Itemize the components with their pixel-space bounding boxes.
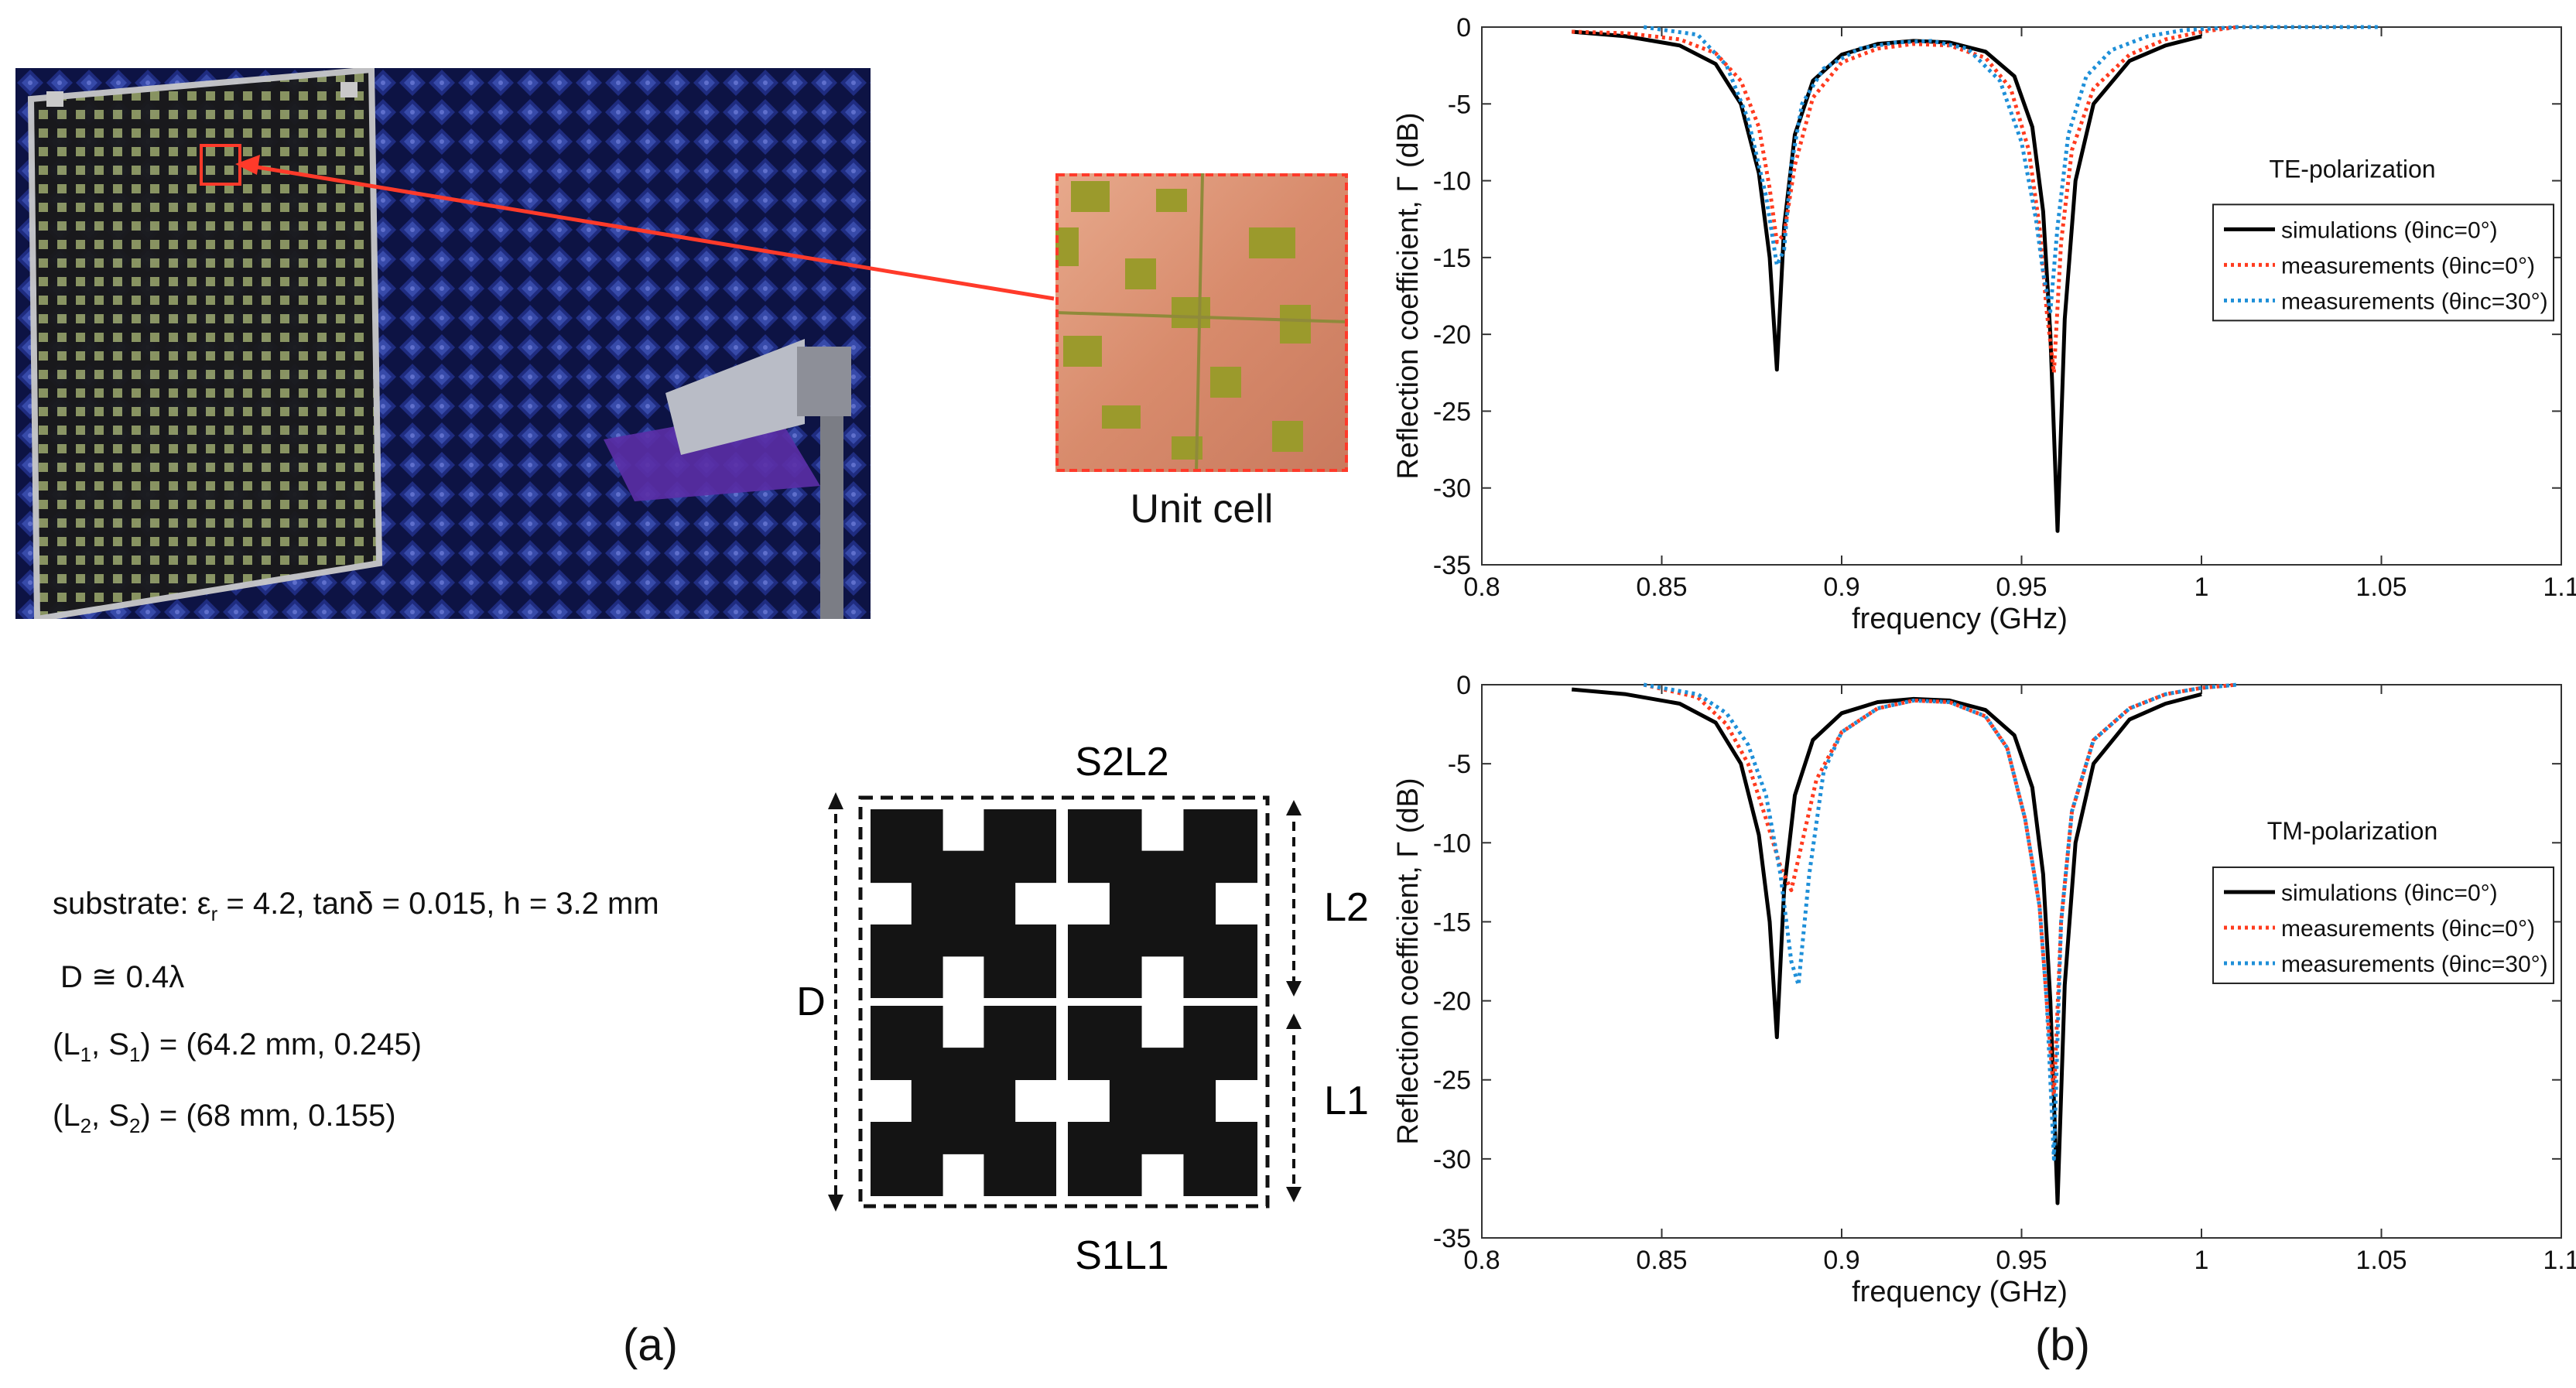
- series-line-measurements-30deg: [1643, 25, 2382, 313]
- x-axis-label: frequency (GHz): [1852, 1276, 2068, 1308]
- y-tick-label: 0: [1456, 671, 1471, 700]
- chart-title: TM-polarization: [2267, 817, 2438, 845]
- series-line-measurements-0deg: [1572, 25, 2238, 375]
- unit-cell-caption: Unit cell: [1130, 487, 1274, 532]
- cross-patch-3: [871, 1006, 1056, 1196]
- x-tick-label: 0.85: [1636, 1246, 1687, 1275]
- x-tick-label: 1.05: [2355, 573, 2407, 602]
- x-tick-label: 0.95: [1996, 1246, 2047, 1275]
- x-tick-label: 0.9: [1823, 1246, 1859, 1275]
- legend: [2212, 866, 2554, 984]
- x-tick-label: 0.85: [1636, 573, 1687, 602]
- x-tick-label: 0.95: [1996, 573, 2047, 602]
- x-tick-label: 0.8: [1463, 573, 1500, 602]
- unit-cell-geometry: S2L2 S1L1 D L2 L1: [796, 740, 1369, 1278]
- label-s2l2: S2L2: [1075, 740, 1168, 785]
- y-tick-label: -25: [1433, 397, 1471, 426]
- legend-entry: measurements (θinc=0°): [2281, 253, 2535, 279]
- y-axis-label: Reflection coefficient, Γ (dB): [1392, 112, 1425, 479]
- x-tick-label: 1.1: [2543, 1246, 2576, 1275]
- label-s1l1: S1L1: [1075, 1233, 1168, 1278]
- x-axis-label: frequency (GHz): [1852, 603, 2068, 635]
- legend-entry: measurements (θinc=30°): [2281, 952, 2548, 977]
- zoom-arrow: [235, 155, 1055, 301]
- y-tick-label: -25: [1433, 1066, 1471, 1096]
- y-tick-label: -15: [1433, 908, 1471, 937]
- panel-a-label: (a): [623, 1320, 678, 1370]
- y-tick-label: -20: [1433, 320, 1471, 350]
- series-line-simulations: [1571, 29, 2202, 533]
- y-tick-label: -35: [1433, 551, 1471, 580]
- label-l2: L2: [1324, 885, 1369, 930]
- legend-entry: measurements (θinc=0°): [2281, 916, 2535, 942]
- x-tick-label: 1: [2195, 1246, 2209, 1275]
- x-tick-label: 1: [2195, 573, 2209, 602]
- legend-entry: measurements (θinc=30°): [2281, 289, 2548, 314]
- label-l1: L1: [1324, 1079, 1369, 1123]
- y-axis-label: Reflection coefficient, Γ (dB): [1392, 778, 1425, 1144]
- anechoic-chamber-photo: [15, 68, 871, 619]
- geometry-boundary: [858, 795, 1270, 1209]
- y-tick-label: -30: [1433, 474, 1471, 504]
- y-tick-label: -35: [1433, 1224, 1471, 1253]
- y-tick-label: -30: [1433, 1145, 1471, 1174]
- x-tick-label: 1.1: [2543, 573, 2576, 602]
- cross-patch-2: [1068, 809, 1257, 998]
- te-chart: 0 -5 -10 -15 -20 -25 -30 -350.8 0.85 0.9 0.95 1 1.05…: [1392, 13, 2576, 635]
- panel-b-label: (b): [2035, 1320, 2090, 1370]
- chart-title: TE-polarization: [2269, 156, 2435, 183]
- y-tick-label: -10: [1433, 167, 1471, 197]
- legend-entry: simulations (θinc=0°): [2281, 880, 2498, 906]
- series-line-measurements-0deg: [1643, 682, 2238, 1098]
- y-tick-label: -5: [1448, 90, 1471, 119]
- x-tick-label: 1.05: [2355, 1246, 2407, 1275]
- cross-patch-4: [1068, 1006, 1257, 1196]
- x-tick-label: 0.9: [1823, 573, 1859, 602]
- y-tick-label: -20: [1433, 987, 1471, 1017]
- y-tick-label: -15: [1433, 244, 1471, 273]
- tm-chart: 0 -5 -10 -15 -20 -25 -30 -350.8 0.85 0.9 0.95 1 1.05…: [1392, 671, 2576, 1308]
- legend: [2212, 203, 2554, 322]
- label-d: D: [796, 979, 826, 1024]
- y-tick-label: -10: [1433, 829, 1471, 858]
- substrate-text: substrate: εr = 4.2, tanδ = 0.015, h = 3…: [53, 887, 659, 925]
- cross-patch-1: [871, 809, 1056, 998]
- unit-cell-photo: [1055, 173, 1348, 472]
- legend-entry: simulations (θinc=0°): [2281, 217, 2498, 243]
- l2-s2-text: (L2, S2) = (68 mm, 0.155): [53, 1099, 396, 1137]
- y-tick-label: -5: [1448, 750, 1471, 779]
- y-tick-label: 0: [1456, 13, 1471, 43]
- series-line-measurements-30deg: [1643, 682, 2238, 1161]
- l1-s1-text: (L1, S1) = (64.2 mm, 0.245): [53, 1027, 422, 1066]
- x-tick-label: 0.8: [1463, 1246, 1500, 1275]
- period-text: D ≅ 0.4λ: [60, 960, 185, 994]
